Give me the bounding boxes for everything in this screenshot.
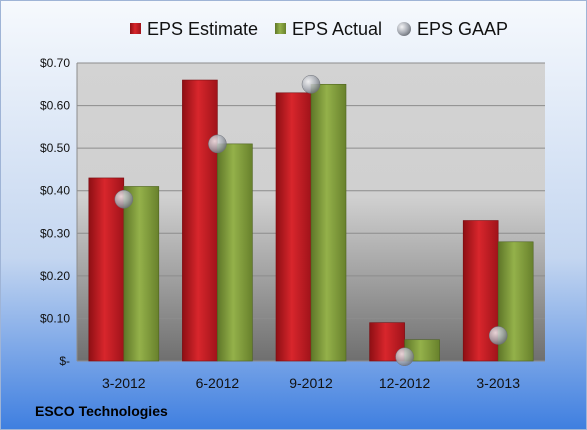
gaap-marker [208,134,227,154]
x-tick-label: 12-2012 [379,375,431,391]
company-footer: ESCO Technologies [35,403,168,419]
gaap-marker [301,75,321,94]
y-tick-label: $0.20 [40,269,70,283]
y-tick-label: $- [59,354,70,368]
gaap-markers [114,75,508,366]
gaap-marker [114,189,134,209]
legend-swatch-gaap [397,22,411,36]
legend-swatch-actual [275,23,286,34]
x-tick-label: 3-2013 [476,375,520,391]
gaap-marker [395,347,414,366]
x-tick-label: 6-2012 [196,375,240,391]
gaap-marker [488,326,508,345]
y-tick-label: $0.10 [40,311,70,325]
x-tick-label: 3-2012 [102,375,146,391]
y-axis-ticks: $- $0.10 $0.20 $0.30 $0.40 $0.50 $0.60 $0.70 [40,56,70,368]
legend-label-estimate: EPS Estimate [147,19,258,39]
bars [88,79,534,362]
legend-label-gaap: EPS GAAP [417,19,508,39]
y-tick-label: $0.50 [40,141,70,155]
legend-swatch-estimate [130,23,141,34]
bar-eps-estimate [275,92,312,362]
bar-eps-estimate [182,79,218,362]
y-tick-label: $0.30 [40,226,70,240]
bar-eps-actual [217,143,253,362]
y-tick-label: $0.40 [40,184,70,198]
legend-label-actual: EPS Actual [292,19,382,39]
bar-eps-actual [123,186,160,362]
x-tick-label: 9-2012 [289,375,333,391]
y-tick-label: $0.70 [40,56,70,70]
bar-eps-actual [497,241,534,362]
bar-eps-actual [310,83,347,362]
legend: EPS Estimate EPS Actual EPS GAAP [130,19,508,39]
y-tick-label: $0.60 [40,99,70,113]
x-axis-ticks: 3-2012 6-2012 9-2012 12-2012 3-2013 [102,375,520,391]
